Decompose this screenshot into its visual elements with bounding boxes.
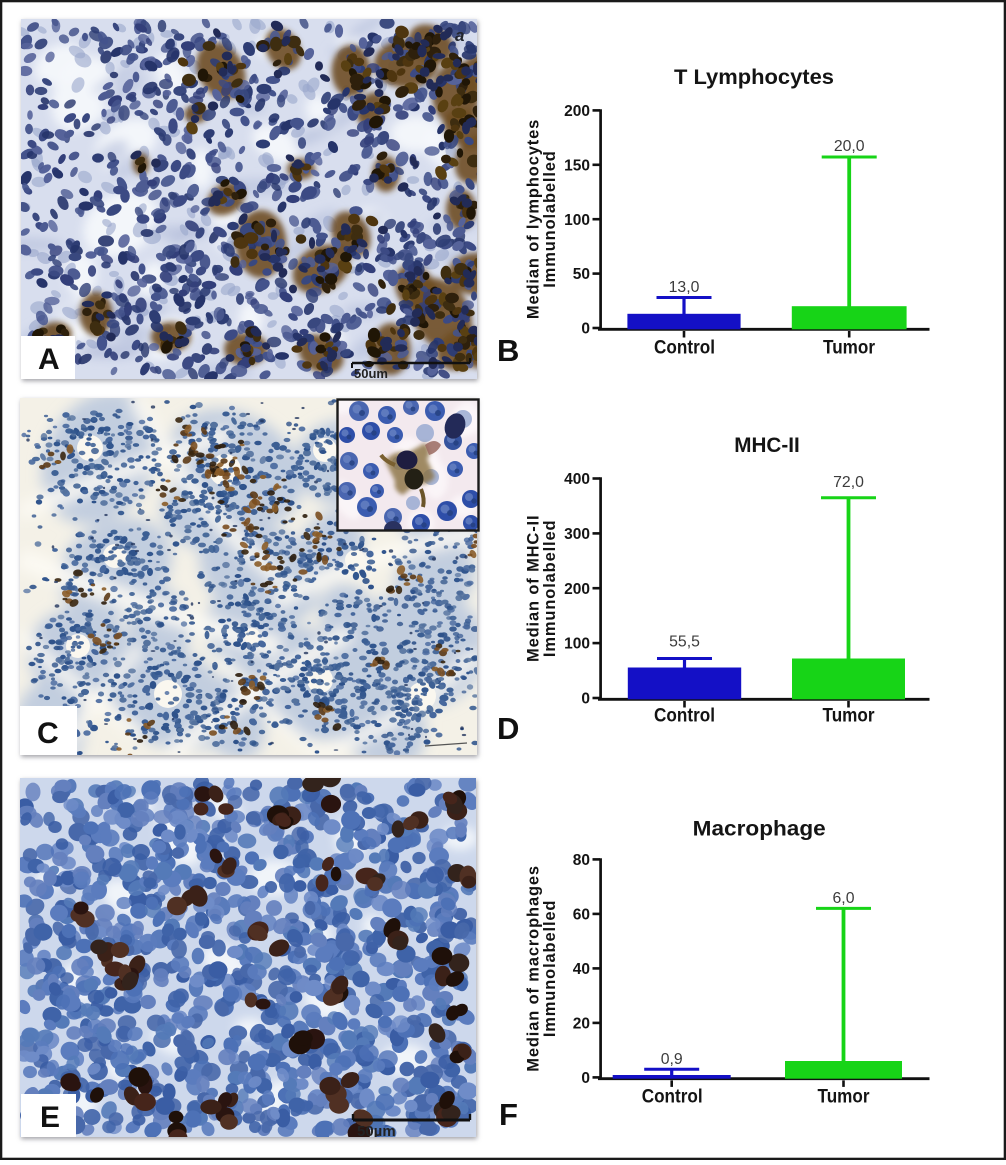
svg-text:50um: 50um (354, 366, 388, 381)
svg-text:C: C (37, 717, 59, 750)
svg-text:A: A (38, 343, 60, 376)
svg-text:a: a (455, 26, 464, 45)
